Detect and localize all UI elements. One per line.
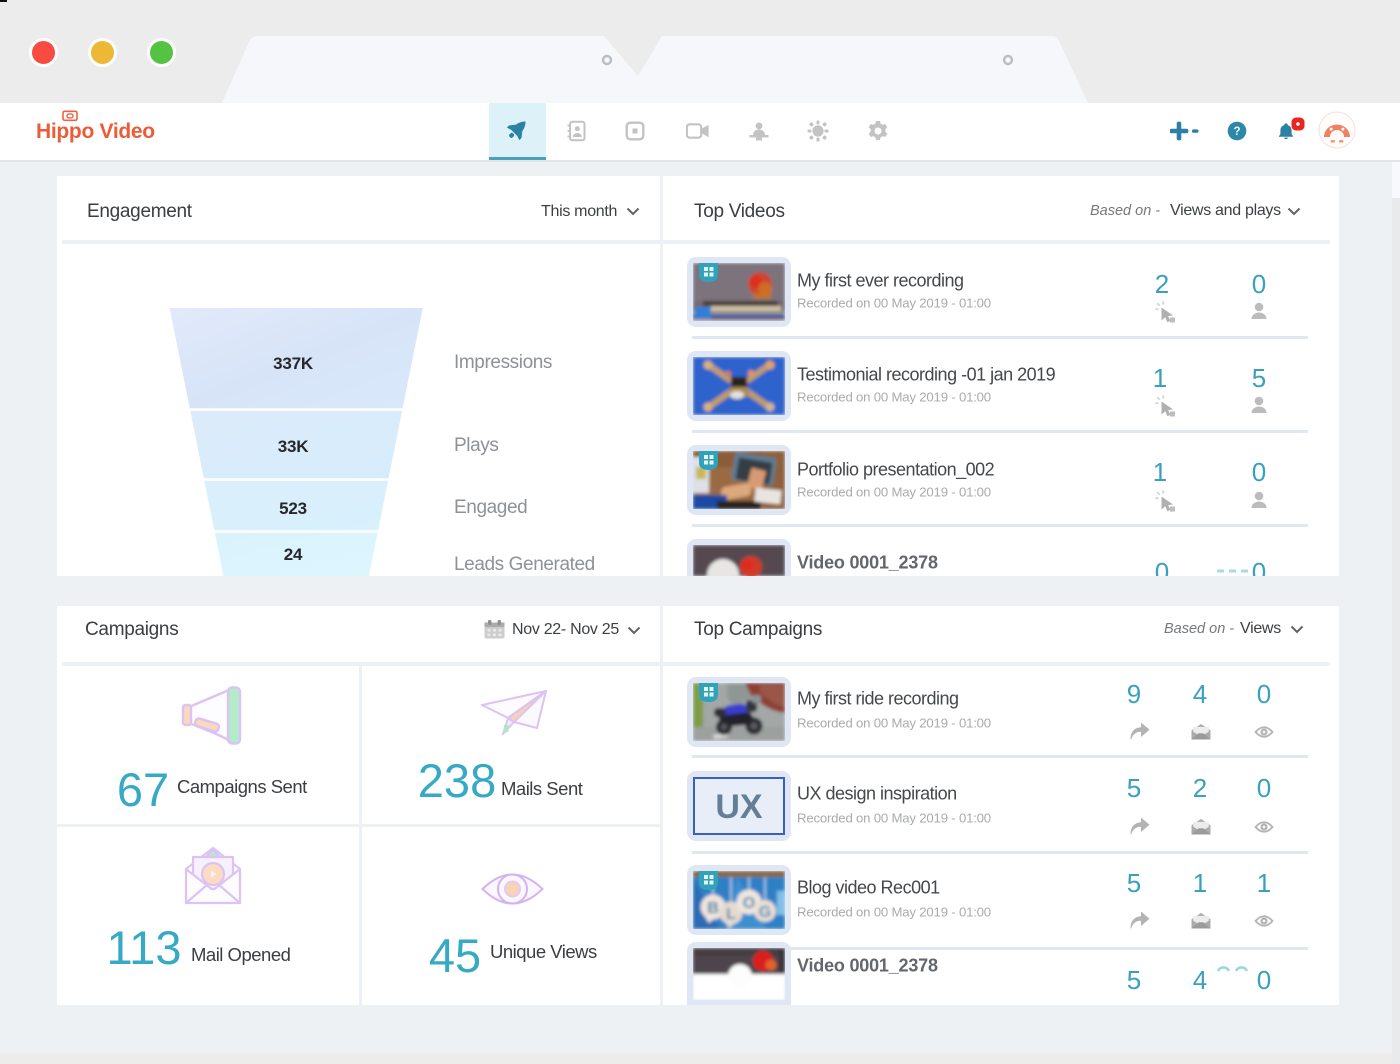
svg-text:UX: UX bbox=[715, 788, 763, 826]
svg-text:O: O bbox=[743, 895, 755, 912]
svg-text:?: ? bbox=[1233, 126, 1240, 138]
svg-text:B: B bbox=[707, 900, 719, 917]
svg-text:G: G bbox=[759, 904, 771, 921]
svg-text:L: L bbox=[726, 906, 736, 923]
